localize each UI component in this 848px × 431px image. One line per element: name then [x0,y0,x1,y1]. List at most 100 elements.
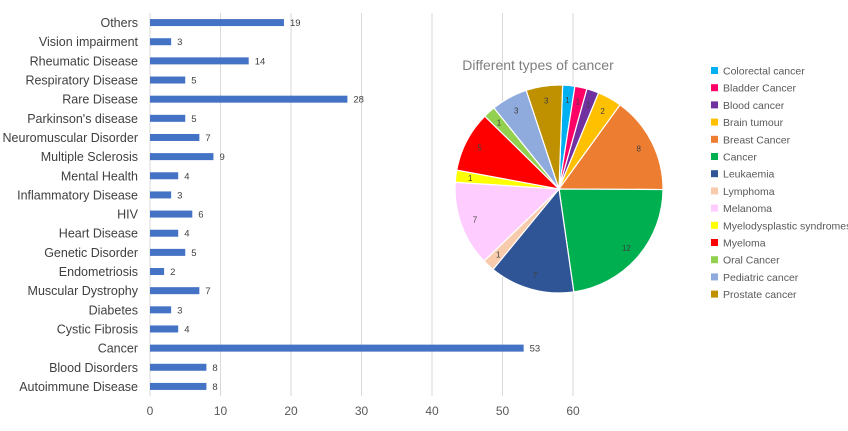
legend-entry-label: Blood cancer [723,100,785,112]
bar-diabetes [150,306,172,314]
legend-entry-label: Pediatric cancer [723,272,799,284]
legend-entry-label: Bladder Cancer [723,83,796,95]
legend-entry-label: Breast Cancer [723,134,791,146]
bar-value-label: 5 [191,114,196,125]
legend-swatch-pediatric-cancer [711,273,718,281]
legend-swatch-leukaemia [711,170,718,178]
pie-slice-value-label: 1 [468,174,473,183]
bar-rheumatic-disease [150,57,249,65]
pie-chart-title: Different types of cancer [462,57,614,73]
pie-slice-value-label: 1 [576,98,581,107]
legend-entry-label: Myelodysplastic syndromes [723,220,848,232]
y-category-label: Autoimmune Disease [19,380,138,394]
y-category-label: Inflammatory Disease [17,188,138,202]
pie-slice-prostate-cancer [525,84,564,190]
legend-entry-label: Leukaemia [723,169,775,181]
bar-genetic-disorder [150,248,186,256]
legend-entry-label: Brain tumour [723,117,784,129]
bar-value-label: 3 [177,37,182,48]
bar-hiv [150,210,193,218]
pie-slice-value-label: 12 [622,244,631,253]
y-category-label: Muscular Dystrophy [28,284,139,298]
y-category-label: Cystic Fibrosis [57,322,138,336]
x-tick-label: 0 [147,404,154,418]
y-category-label: Endometriosis [59,265,138,279]
bar-chart-bars [150,19,524,390]
pie-slice-leukaemia [492,187,575,294]
x-tick-label: 50 [496,404,510,418]
bar-value-label: 8 [212,382,217,393]
pie-slice-value-label: 2 [600,107,605,116]
y-category-label: Others [100,16,138,30]
pie-slice-value-label: 1 [586,100,591,109]
legend-swatch-lymphoma [711,187,718,195]
legend-entry-label: Oral Cancer [723,255,780,267]
bar-value-label: 9 [219,152,224,163]
bar-parkinson-s-disease [150,114,186,122]
pie-slice-value-label: 1 [496,251,501,260]
y-category-label: Diabetes [89,303,138,317]
pie-slice-value-label: 3 [544,96,549,105]
pie-slice-cancer [558,188,664,293]
bar-value-label: 53 [530,344,541,355]
pie-chart-legend: Colorectal cancer Bladder Cancer Blood can… [711,66,848,301]
x-tick-label: 30 [355,404,369,418]
x-tick-label: 60 [566,404,580,418]
pie-slice-value-label: 1 [565,96,570,105]
bar-value-label: 8 [212,363,217,374]
legend-swatch-blood-cancer [711,101,718,109]
legend-swatch-oral-cancer [711,256,718,264]
pie-slice-value-label: 7 [533,271,538,280]
bar-value-label: 5 [191,248,196,259]
legend-swatch-cancer [711,153,718,160]
y-category-label: Multiple Sclerosis [41,150,138,164]
pie-slice-value-label: 1 [497,119,502,128]
bar-value-label: 14 [255,56,266,67]
x-tick-label: 40 [425,404,439,418]
bar-vision-impairment [150,38,172,46]
pie-slice-melanoma [454,181,561,262]
legend-swatch-myeloma [711,239,718,246]
legend-swatch-myelodysplastic-syndromes [711,221,718,229]
y-category-label: Blood Disorders [49,361,138,375]
y-category-label: Cancer [98,342,138,356]
x-tick-label: 20 [284,404,298,418]
y-category-label: Neuromuscular Disorder [3,131,138,145]
y-category-label: Vision impairment [39,35,139,49]
legend-entry-label: Myeloma [723,238,766,250]
bar-value-label: 4 [184,171,189,182]
legend-entry-label: Melanoma [723,203,772,215]
bar-value-label: 4 [184,324,189,335]
legend-swatch-colorectal-cancer [711,67,718,74]
bar-inflammatory-disease [150,191,172,199]
y-category-label: Heart Disease [59,227,138,241]
bar-value-label: 6 [198,210,203,221]
bar-value-label: 3 [177,190,182,201]
bar-respiratory-disease [150,76,186,84]
bar-value-label: 19 [290,18,301,29]
bar-endometriosis [150,268,165,276]
bar-heart-disease [150,229,179,237]
legend-swatch-bladder-cancer [711,84,718,92]
bar-value-label: 5 [191,76,196,87]
bar-value-label: 3 [177,305,182,316]
pie-slice-value-label: 8 [637,145,642,154]
bar-cystic-fibrosis [150,325,179,333]
pie-slice-breast-cancer [557,103,664,191]
legend-entry-label: Colorectal cancer [723,66,805,78]
legend-entry-label: Cancer [723,152,757,164]
bar-value-label: 7 [205,286,210,297]
y-category-label: Parkinson's disease [27,112,138,126]
bar-autoimmune-disease [150,382,207,390]
bar-rare-disease [150,95,348,103]
y-category-label: Mental Health [61,169,138,183]
bar-others [150,19,284,27]
y-category-label: Rare Disease [62,93,138,107]
legend-swatch-breast-cancer [711,135,718,143]
bar-value-label: 4 [184,229,189,240]
y-category-label: Genetic Disorder [44,246,138,260]
bar-mental-health [150,172,179,180]
